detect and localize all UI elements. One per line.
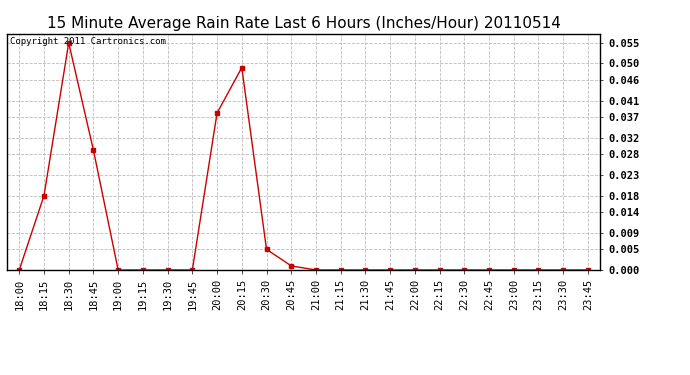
Title: 15 Minute Average Rain Rate Last 6 Hours (Inches/Hour) 20110514: 15 Minute Average Rain Rate Last 6 Hours… — [47, 16, 560, 31]
Text: Copyright 2011 Cartronics.com: Copyright 2011 Cartronics.com — [10, 37, 166, 46]
